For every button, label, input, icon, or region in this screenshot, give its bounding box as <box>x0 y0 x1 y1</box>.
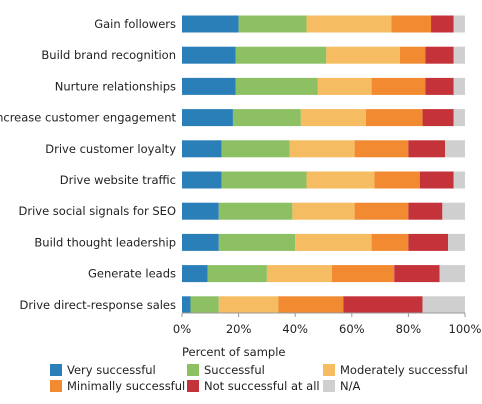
legend-swatch <box>187 364 199 376</box>
bar-segment <box>391 15 432 33</box>
bar-segment <box>182 109 233 127</box>
bar-segment <box>182 233 219 251</box>
bar-segment <box>182 265 208 283</box>
bar-segment <box>182 296 191 314</box>
category-label: Generate leads <box>88 267 176 281</box>
bar-segment <box>343 296 423 314</box>
bar-segment <box>422 296 465 314</box>
bar-segment <box>289 140 355 158</box>
legend-label: N/A <box>340 379 360 393</box>
bar-segment <box>399 46 426 64</box>
bar-segment <box>207 265 267 283</box>
x-tick-label: 80% <box>396 322 422 336</box>
bar-segment <box>408 202 443 220</box>
bar-segment <box>448 233 465 251</box>
bar-segment <box>182 15 239 33</box>
x-tick-label: 60% <box>339 322 365 336</box>
bar-segment <box>431 15 454 33</box>
bar-segment <box>442 202 465 220</box>
bar-segment <box>221 140 290 158</box>
bar-segment <box>221 171 307 189</box>
legend: Very successful Successful Moderately succ… <box>50 363 468 393</box>
bar-segment <box>419 171 454 189</box>
x-axis: 0% 20% 40% 60% 80% 100% <box>173 312 482 336</box>
bar-segment <box>371 77 426 95</box>
bar-segment <box>182 46 236 64</box>
bar-segment <box>182 77 236 95</box>
x-tick-label: 100% <box>449 322 482 336</box>
category-label: Increase customer engagement <box>0 111 176 125</box>
bar-segment <box>408 233 449 251</box>
bar-segment <box>317 77 372 95</box>
bar-segment <box>190 296 219 314</box>
category-label: Build brand recognition <box>41 48 176 62</box>
bar-segment <box>453 77 465 95</box>
bar-segment <box>300 109 366 127</box>
bar-segment <box>235 77 318 95</box>
bar-segment <box>278 296 344 314</box>
bar-segment <box>453 171 465 189</box>
bar-segment <box>365 109 423 127</box>
bar-segment <box>425 46 454 64</box>
bar-segment <box>453 15 465 33</box>
bar-segment <box>232 109 301 127</box>
category-label: Nurture relationships <box>55 79 176 93</box>
x-axis-title: Percent of sample <box>182 345 285 359</box>
legend-label: Very successful <box>67 363 156 377</box>
legend-swatch <box>323 380 335 392</box>
bar-segment <box>453 109 465 127</box>
bar-segment <box>182 140 222 158</box>
bar-segment <box>182 171 222 189</box>
bar-segment <box>235 46 327 64</box>
category-label: Gain followers <box>94 17 176 31</box>
bar-segment <box>238 15 307 33</box>
bar-segment <box>306 15 392 33</box>
legend-swatch <box>187 380 199 392</box>
bar-segment <box>445 140 465 158</box>
category-label: Drive social signals for SEO <box>18 204 176 218</box>
bar-segment <box>422 109 454 127</box>
legend-swatch <box>50 364 62 376</box>
x-tick-label: 20% <box>226 322 252 336</box>
x-tick-label: 0% <box>173 322 191 336</box>
bar-segment <box>326 46 400 64</box>
bar-segment <box>371 233 409 251</box>
bar-segment <box>394 265 440 283</box>
bar-segment <box>182 202 219 220</box>
bar-segment <box>354 202 409 220</box>
legend-label: Not successful at all <box>204 379 320 393</box>
bar-segment <box>218 233 296 251</box>
category-labels: Gain followers Build brand recognition Nur… <box>0 17 176 312</box>
legend-label: Moderately successful <box>340 363 468 377</box>
bar-segment <box>292 202 355 220</box>
bar-segment <box>306 171 375 189</box>
bar-segment <box>408 140 446 158</box>
bar-segment <box>295 233 372 251</box>
category-label: Build thought leadership <box>34 235 176 249</box>
bar-segment <box>453 46 465 64</box>
bar-segment <box>374 171 420 189</box>
category-label: Drive customer loyalty <box>45 142 176 156</box>
legend-label: Successful <box>204 363 265 377</box>
bar-segment <box>354 140 409 158</box>
bar-segment <box>425 77 454 95</box>
category-label: Drive direct-response sales <box>19 298 176 312</box>
legend-swatch <box>50 380 62 392</box>
bars-layer <box>182 15 465 314</box>
bar-segment <box>439 265 465 283</box>
legend-label: Minimally successful <box>67 379 185 393</box>
bar-segment <box>218 296 279 314</box>
x-tick-label: 40% <box>282 322 308 336</box>
legend-swatch <box>323 364 335 376</box>
bar-segment <box>331 265 395 283</box>
category-label: Drive website traffic <box>60 173 176 187</box>
bar-segment <box>218 202 293 220</box>
bar-segment <box>266 265 332 283</box>
